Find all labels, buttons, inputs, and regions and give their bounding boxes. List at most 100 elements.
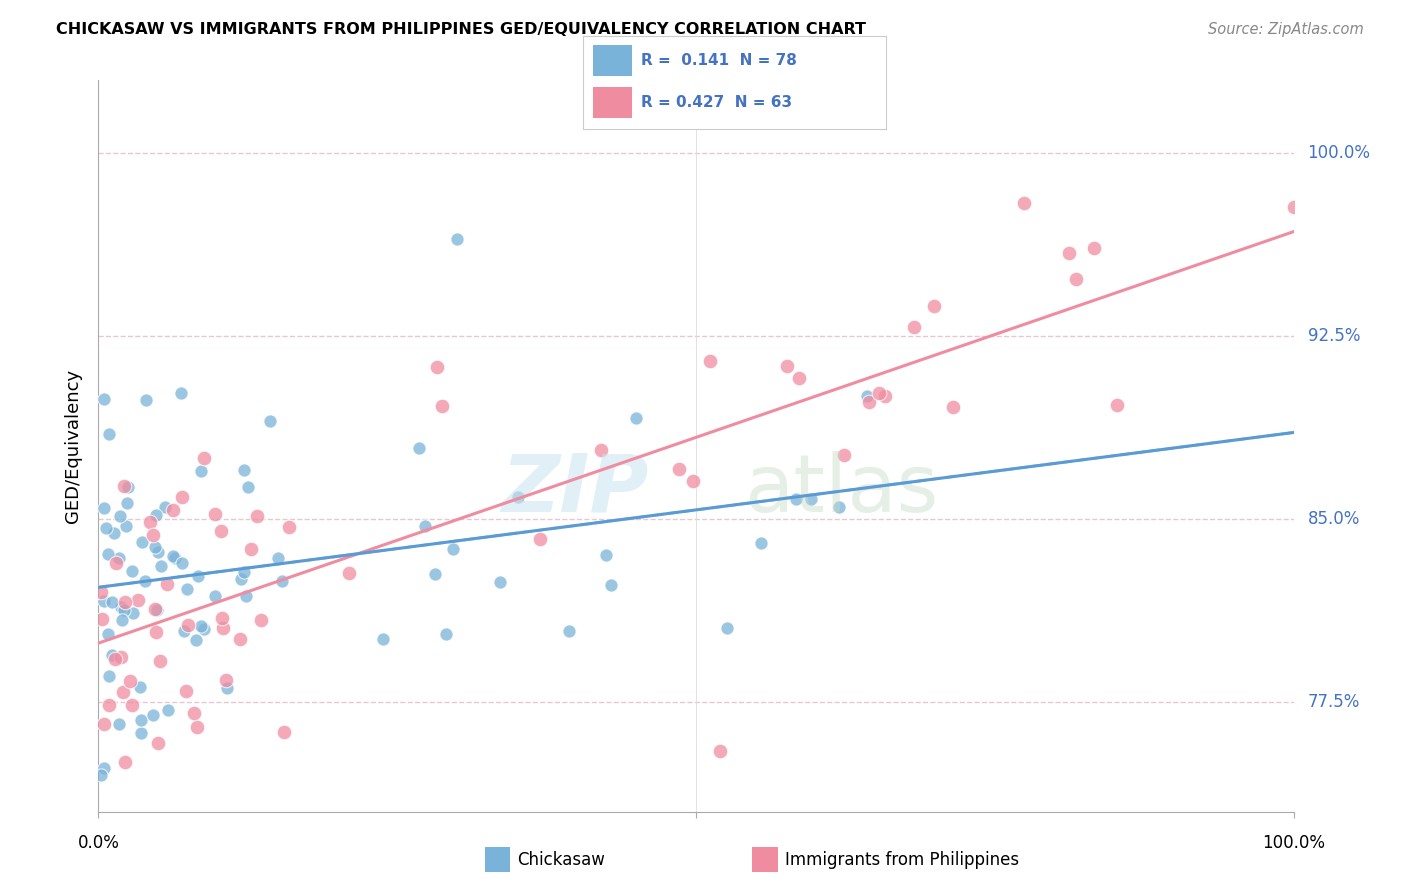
Point (529, 532, 551, 546)
Point (278, 520, 301, 534)
Point (114, 755, 136, 769)
Point (143, 602, 166, 616)
Point (942, 401, 965, 415)
Text: Source: ZipAtlas.com: Source: ZipAtlas.com (1208, 22, 1364, 37)
Point (193, 451, 215, 466)
Point (139, 516, 162, 530)
Point (163, 551, 186, 566)
Point (204, 589, 226, 603)
Point (97, 627, 120, 641)
Point (172, 556, 194, 570)
Point (827, 500, 849, 515)
Point (489, 575, 512, 590)
Point (699, 354, 721, 368)
Text: Chickasaw: Chickasaw (517, 851, 606, 869)
Point (118, 674, 141, 689)
Point (94, 521, 117, 535)
Point (716, 621, 738, 635)
Point (441, 542, 464, 557)
Point (232, 463, 254, 477)
Point (97, 547, 120, 561)
Point (903, 319, 925, 334)
Text: 92.5%: 92.5% (1308, 327, 1360, 345)
Point (408, 441, 430, 455)
Point (875, 389, 897, 403)
Point (155, 500, 177, 515)
Point (134, 574, 156, 588)
Point (100, 595, 122, 609)
Point (235, 590, 257, 604)
Point (108, 551, 131, 566)
Point (143, 540, 166, 554)
Point (215, 673, 238, 687)
Point (558, 624, 581, 639)
Point (162, 549, 184, 563)
Point (217, 681, 239, 695)
Point (682, 475, 704, 489)
Point (668, 462, 690, 476)
Text: CHICKASAW VS IMMIGRANTS FROM PHILIPPINES GED/EQUIVALENCY CORRELATION CHART: CHICKASAW VS IMMIGRANTS FROM PHILIPPINES… (56, 22, 866, 37)
Point (240, 542, 263, 557)
Point (211, 611, 233, 625)
Point (112, 479, 135, 493)
Point (115, 518, 138, 533)
Point (131, 725, 153, 739)
Point (749, 536, 772, 550)
Point (156, 576, 179, 591)
Point (146, 603, 169, 617)
Point (173, 624, 195, 639)
Point (425, 360, 447, 375)
Point (112, 603, 135, 617)
Point (122, 606, 145, 620)
Point (148, 545, 170, 559)
Point (868, 385, 890, 400)
Bar (592, 87, 631, 118)
Point (193, 622, 215, 636)
Point (105, 556, 128, 570)
Point (1282, 200, 1305, 214)
Point (709, 744, 731, 758)
Point (127, 593, 149, 607)
Point (1105, 398, 1128, 412)
Text: 100.0%: 100.0% (1263, 834, 1324, 852)
Point (212, 621, 235, 635)
Point (104, 651, 127, 665)
Point (114, 595, 136, 609)
Point (135, 393, 157, 408)
Point (270, 574, 292, 589)
Point (506, 490, 529, 504)
Text: R =  0.141  N = 78: R = 0.141 N = 78 (641, 53, 797, 68)
Point (1083, 241, 1105, 255)
Point (446, 232, 468, 246)
Bar (592, 45, 631, 76)
Point (187, 568, 209, 582)
Point (128, 680, 150, 694)
Point (145, 508, 167, 522)
Point (111, 613, 134, 627)
Point (93, 761, 115, 775)
Point (186, 632, 208, 647)
Point (97, 698, 120, 713)
Text: 77.5%: 77.5% (1308, 693, 1360, 711)
Point (233, 565, 256, 579)
Point (832, 448, 855, 462)
Point (162, 503, 184, 517)
Point (229, 632, 252, 646)
Point (186, 720, 208, 734)
Point (98, 669, 121, 683)
Point (211, 524, 233, 538)
Point (789, 371, 811, 385)
Point (800, 491, 823, 506)
Point (250, 613, 273, 627)
Point (90, 585, 112, 599)
Point (131, 535, 153, 549)
Point (148, 654, 170, 668)
Text: atlas: atlas (744, 450, 938, 529)
Point (337, 566, 360, 581)
Point (131, 713, 153, 727)
Point (259, 414, 281, 428)
Point (1064, 272, 1087, 286)
Point (626, 411, 648, 425)
Point (267, 551, 290, 566)
Point (373, 632, 395, 647)
